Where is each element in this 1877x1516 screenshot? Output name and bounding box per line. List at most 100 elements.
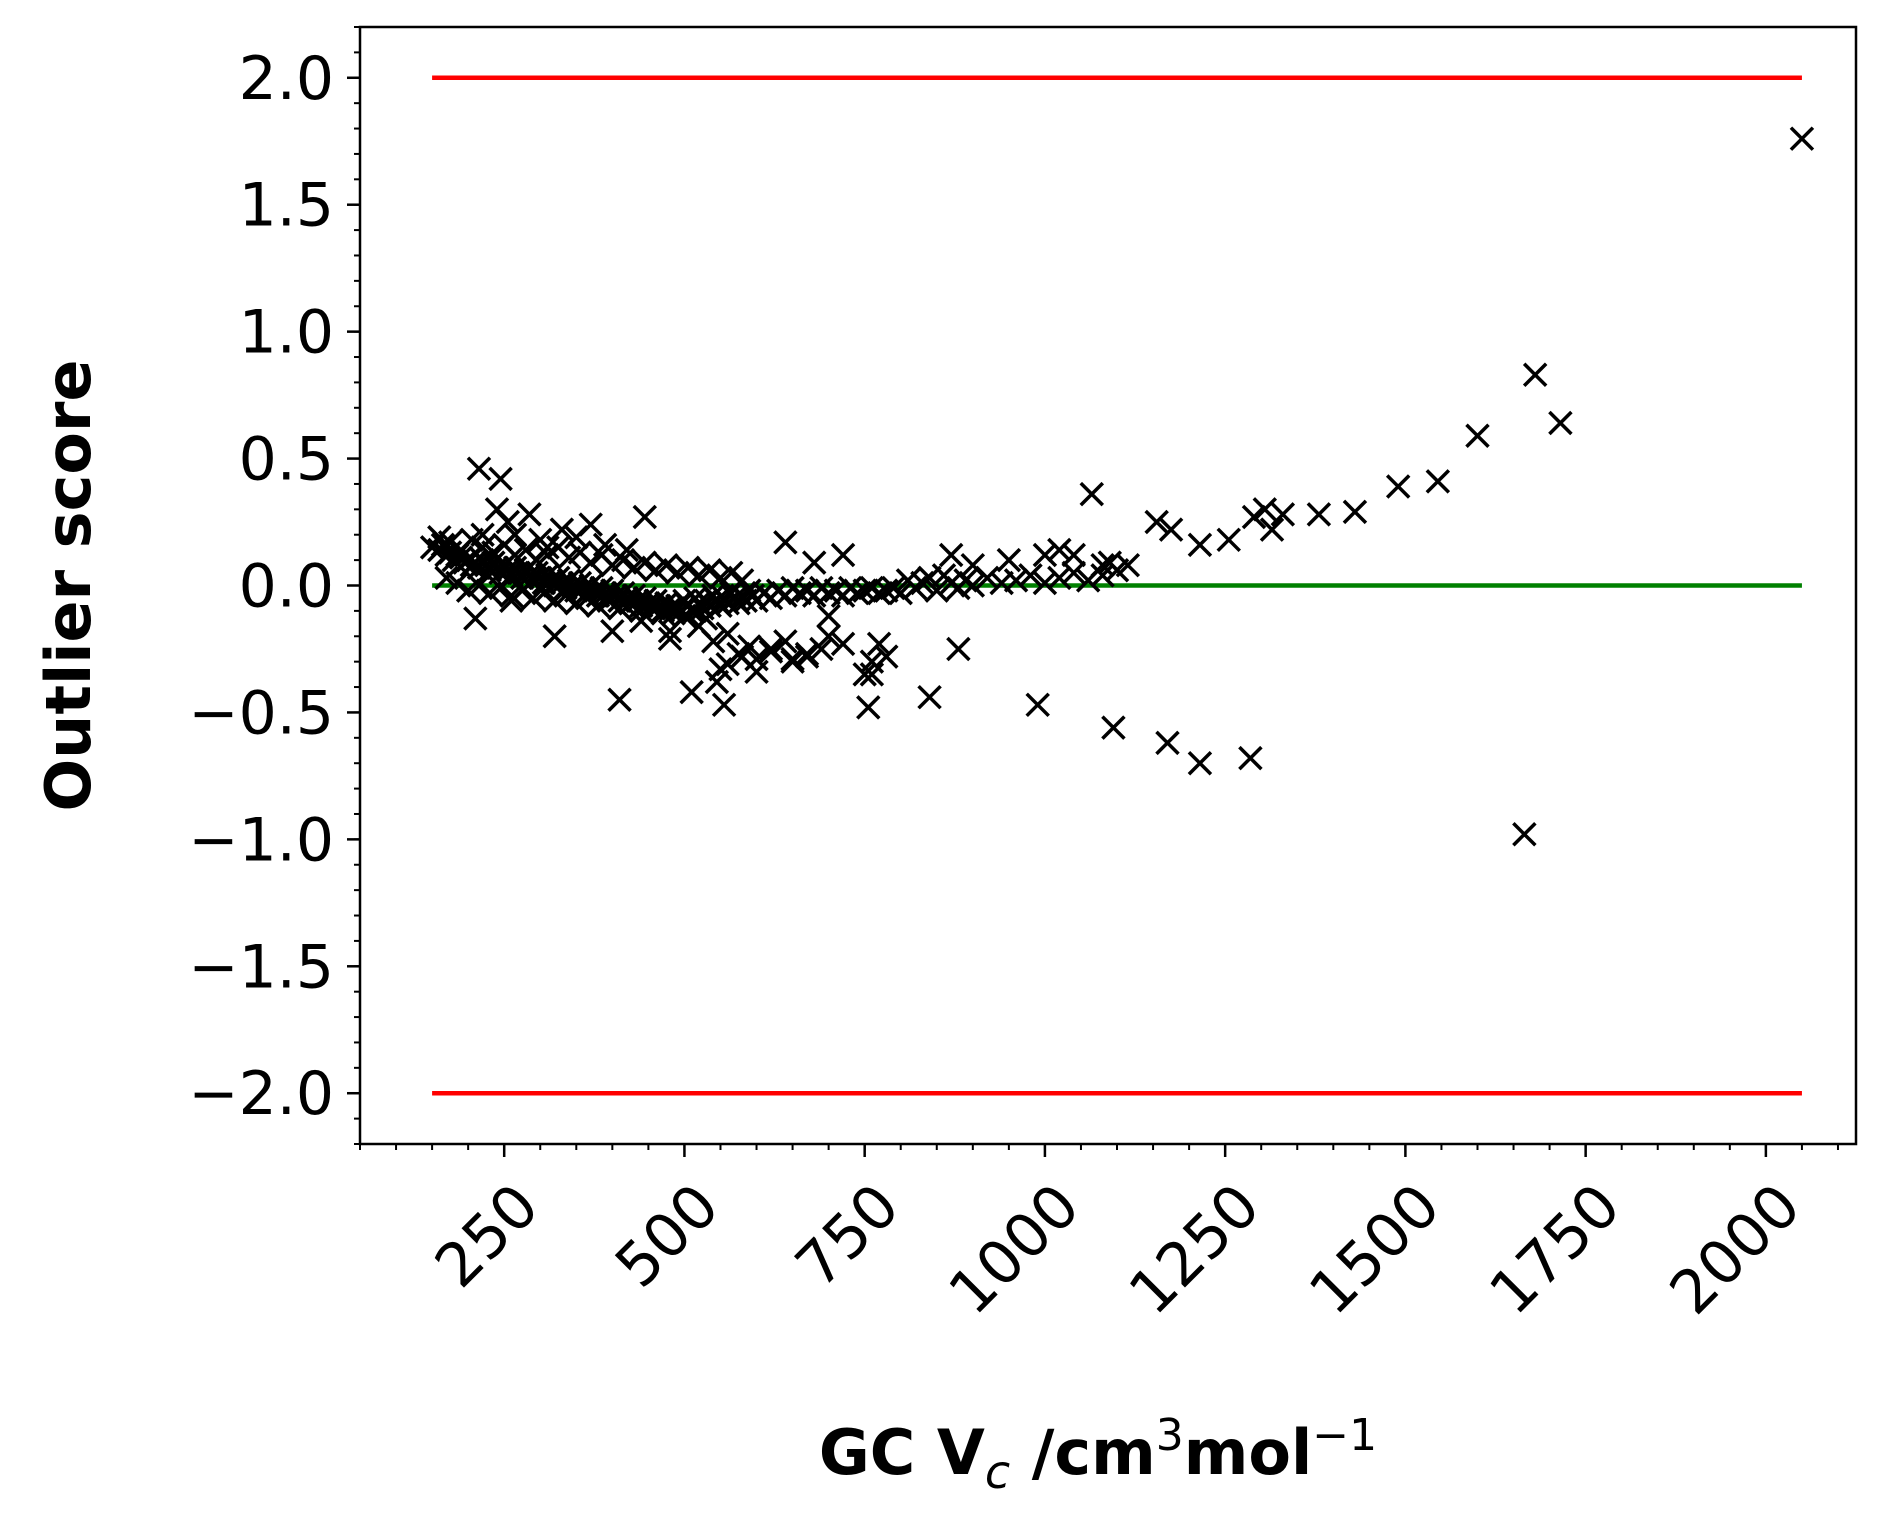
data-point [1155,730,1180,756]
data-point [938,542,964,568]
y-tick-label: 1.0 [239,298,334,368]
data-point [502,522,528,547]
data-point [675,555,701,580]
data-point [1101,715,1126,740]
x-tick-label: 1000 [936,1171,1093,1328]
data-point [592,532,618,558]
data-point [1061,542,1086,568]
data-point [917,684,942,710]
data-point [1270,502,1296,527]
x-axis-ticks: 250 500 750 1000 1250 1500 1750 2000 [359,1144,1839,1328]
data-point [816,603,841,629]
data-point [618,591,643,616]
data-point [578,512,603,537]
data-point [657,618,683,644]
data-point [960,552,986,578]
x-axis-title-sup2: −1 [1312,1410,1377,1461]
data-point [1032,542,1058,568]
y-tick-label: 2.0 [239,44,334,114]
data-point [1090,552,1115,578]
data-point [1025,692,1050,718]
data-point [596,588,621,613]
data-point [1238,745,1263,771]
y-tick-label: 1.5 [239,171,334,241]
data-point [1425,469,1451,494]
data-point [780,649,805,674]
x-tick-label: 2000 [1657,1171,1814,1328]
data-point [574,585,600,611]
data-point [859,662,885,687]
data-point [481,540,506,565]
data-point [773,629,798,654]
data-point [1090,563,1115,588]
x-axis-title-sup1: 3 [1156,1410,1184,1461]
data-point [758,636,784,662]
data-point [1158,517,1184,542]
data-point [1144,509,1169,535]
x-axis-title-subscript: c [985,1445,1010,1499]
data-point [495,509,521,535]
data-point [1047,565,1072,591]
data-point [946,636,971,662]
data-point [535,542,560,568]
data-point [1306,502,1332,527]
data-point [549,517,575,542]
data-point [711,692,737,718]
reference-lines [432,75,1802,1096]
data-point [737,634,762,659]
data-point [470,522,495,547]
data-point [1187,532,1213,558]
data-point [715,651,740,677]
data-point [830,542,856,568]
data-point [924,578,950,603]
data-point [1465,423,1490,448]
data-point [1187,750,1213,776]
data-point [856,695,881,720]
data-point [1115,552,1141,578]
data-point [542,624,567,649]
data-point [715,621,740,646]
y-axis-ticks: −2.0 −1.5 −1.0 −0.5 0.0 0.5 1.0 1.5 2.0 [188,26,360,1145]
data-point [600,618,625,644]
data-point [794,641,820,667]
data-point [1385,474,1411,499]
data-point [1548,410,1573,436]
data-point [657,626,683,652]
data-point [531,580,557,606]
data-point [632,550,658,575]
data-point [466,456,492,481]
data-point [553,583,578,608]
y-tick-label: −2.0 [188,1059,334,1129]
data-point [801,550,827,575]
data-point [888,580,913,606]
data-point [866,631,892,657]
data-point [744,659,769,685]
data-point [773,530,798,555]
data-point [578,550,603,575]
y-tick-label: 0.0 [239,552,334,622]
data-point [654,552,679,578]
data-point [488,466,513,492]
data-point [1079,481,1105,507]
data-point [1216,527,1241,553]
x-tick-label: 1250 [1116,1171,1273,1328]
y-tick-label: 0.5 [239,425,334,495]
data-point [780,646,805,672]
data-point [874,644,899,669]
data-point [1342,499,1368,525]
data-point [1047,537,1072,563]
data-point [639,593,665,619]
data-point [517,502,542,527]
data-point [996,547,1022,573]
data-point [1061,560,1086,586]
data-point [628,608,654,634]
data-point [661,596,686,621]
data-point [729,568,755,593]
y-axis-title: Outlier score [32,359,105,811]
data-point [607,687,632,712]
data-point [701,629,726,654]
y-tick-label: −0.5 [188,678,334,748]
data-point [852,662,877,687]
x-axis-title-prefix: GC V [819,1416,985,1489]
